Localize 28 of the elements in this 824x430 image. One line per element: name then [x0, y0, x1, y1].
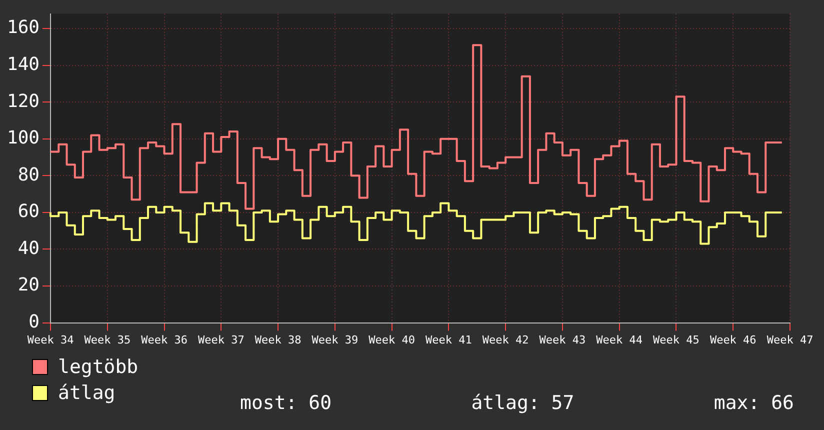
- y-tick-label: 120: [6, 90, 40, 112]
- y-tick-label: 40: [18, 238, 40, 259]
- x-tick-label: Week 39: [312, 333, 358, 346]
- y-tick-label: 80: [18, 164, 40, 186]
- text: max: 66: [714, 392, 794, 414]
- x-tick-label: Week 37: [198, 333, 244, 346]
- text: most: 60: [240, 392, 332, 414]
- x-tick-label: Week 47: [766, 333, 814, 346]
- x-tick-label: Week 41: [426, 333, 472, 346]
- x-tick-label: Week 44: [596, 333, 643, 346]
- x-tick-label: Week 40: [368, 333, 415, 346]
- x-tick-label: Week 34: [27, 333, 74, 346]
- y-tick-label: 60: [18, 201, 40, 222]
- x-tick-label: Week 35: [84, 333, 131, 346]
- x-tick-label: Week 46: [710, 333, 756, 346]
- x-tick-label: Week 45: [653, 333, 700, 346]
- x-tick-label: Week 36: [141, 333, 188, 346]
- y-tick-label: 20: [18, 274, 40, 296]
- x-tick-label: Week 42: [482, 333, 529, 346]
- legend-label: átlag: [58, 382, 116, 404]
- x-tick-label: Week 43: [539, 333, 586, 346]
- x-tick-label: Week 38: [254, 333, 302, 346]
- y-tick-label: 160: [6, 17, 40, 38]
- y-tick-label: 0: [28, 311, 40, 332]
- text: átlag: 57: [471, 392, 574, 414]
- y-tick-label: 140: [6, 54, 40, 75]
- legend-label: legtöbb: [58, 356, 138, 378]
- y-tick-label: 100: [6, 128, 40, 149]
